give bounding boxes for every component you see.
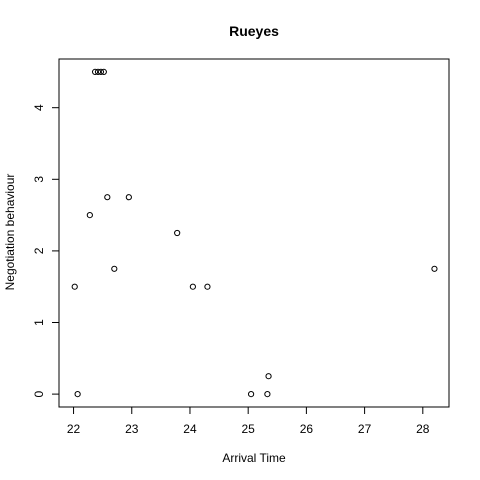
data-point [174,229,181,237]
data-point [431,265,438,272]
x-tick-label: 23 [125,422,139,436]
y-axis-label: Negotiation behaviour [3,174,17,291]
data-point [125,194,132,201]
data-point [104,194,111,201]
data-point [265,373,272,380]
x-tick-label: 26 [300,422,314,436]
chart-title: Rueyes [229,23,279,39]
y-tick-label: 3 [32,176,46,183]
data-point [86,211,93,219]
data-point [97,68,105,75]
y-tick-label: 2 [32,247,46,254]
y-tick-label: 0 [32,390,46,397]
data-point [100,68,107,75]
x-tick-label: 27 [358,422,372,436]
y-tick-label: 1 [32,319,46,326]
data-point [204,283,211,290]
data-points [71,68,438,398]
data-point [71,283,78,290]
data-point [247,391,255,398]
data-point [264,391,271,398]
y-axis: 0 1 2 3 4 [32,104,60,397]
data-point [91,68,99,75]
x-axis: 22 23 24 25 26 27 28 [67,406,430,436]
x-axis-label: Arrival Time [222,451,286,465]
data-point [74,391,81,398]
x-tick-label: 28 [416,422,430,436]
data-point [189,283,196,290]
data-point [94,68,102,75]
data-point [111,265,118,272]
x-tick-label: 22 [67,422,81,436]
x-tick-label: 25 [241,422,255,436]
x-tick-label: 24 [183,422,197,436]
y-tick-label: 4 [32,104,46,111]
plot-frame [58,58,450,408]
